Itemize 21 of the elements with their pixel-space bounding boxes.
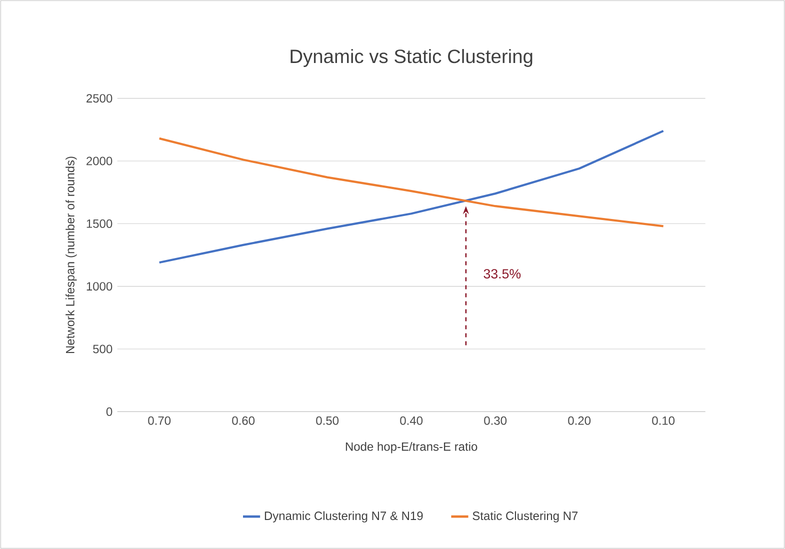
legend-label: Dynamic Clustering N7 & N19 [264, 511, 423, 522]
line-series [158, 137, 664, 228]
x-tick-label: 0.60 [232, 416, 255, 425]
x-axis-title: Node hop-E/trans-E ratio [346, 442, 478, 454]
y-tick-label: 1500 [86, 219, 112, 228]
line-series [158, 130, 664, 264]
chart-title: Dynamic vs Static Clustering [290, 49, 532, 67]
annotation: 33.5% [484, 269, 521, 279]
x-tick-label: 0.50 [316, 416, 339, 425]
x-tick-label: 0.40 [400, 416, 423, 425]
y-tick-label: 500 [93, 344, 112, 354]
legend-label: Static Clustering N7 [472, 511, 578, 522]
y-tick-label: 2000 [86, 156, 112, 166]
y-tick-label: 1000 [86, 282, 112, 291]
y-tick-label: 0 [106, 407, 112, 416]
y-tick-label: 2500 [86, 94, 112, 103]
x-tick-label: 0.30 [484, 416, 507, 425]
x-tick-label: 0.10 [652, 416, 675, 425]
y-axis-title: Network Lifespan (number of rounds) [66, 156, 77, 354]
x-tick-label: 0.20 [568, 416, 591, 425]
x-tick-label: 0.70 [148, 416, 171, 425]
